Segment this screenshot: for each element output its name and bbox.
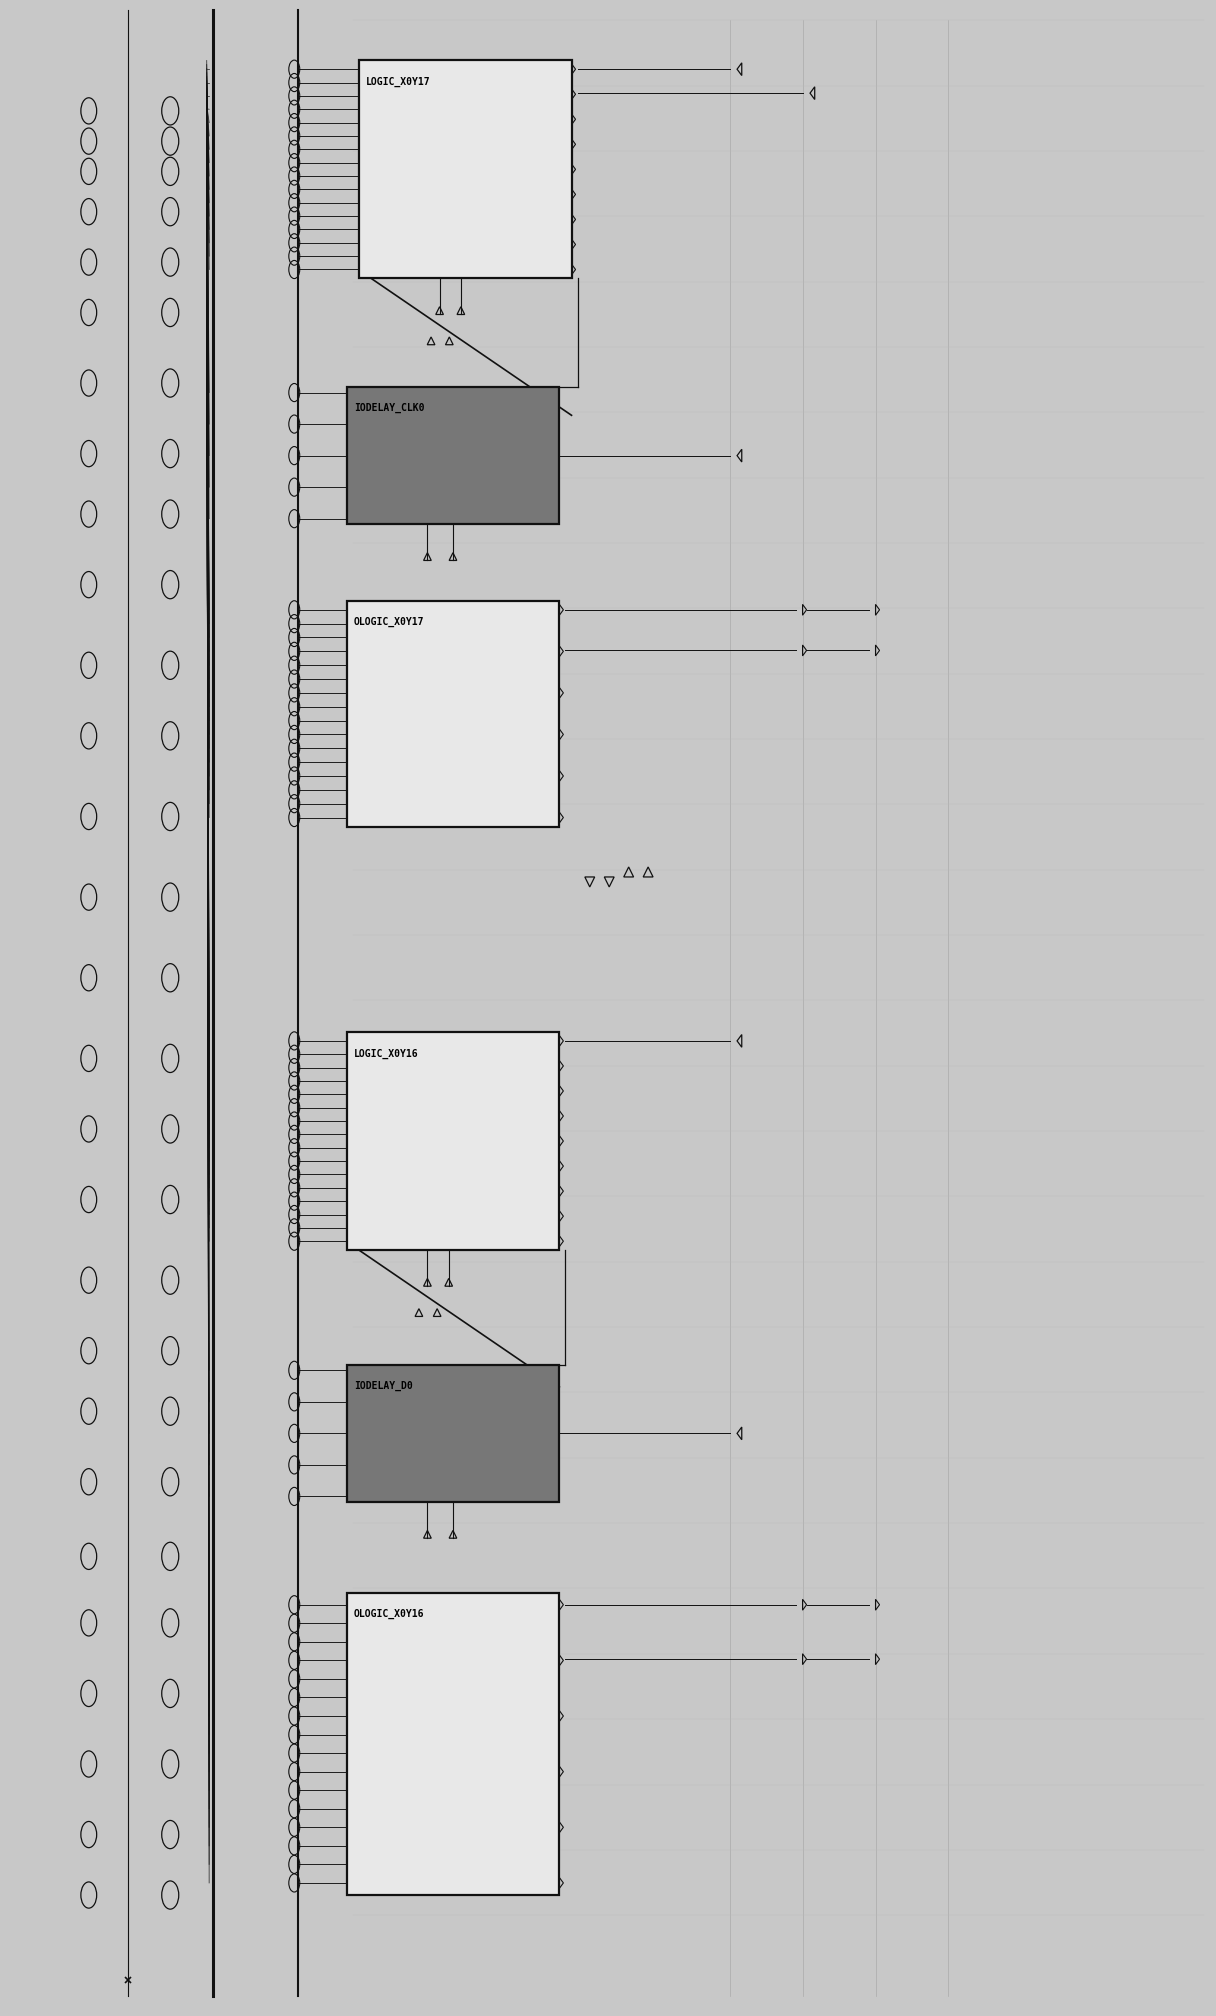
Text: IODELAY_CLK0: IODELAY_CLK0 — [354, 403, 424, 413]
Text: IODELAY_D0: IODELAY_D0 — [354, 1381, 412, 1391]
Text: LOGIC_X0Y17: LOGIC_X0Y17 — [366, 77, 430, 87]
Text: LOGIC_X0Y16: LOGIC_X0Y16 — [354, 1048, 418, 1058]
Text: OLOGIC_X0Y16: OLOGIC_X0Y16 — [354, 1609, 424, 1619]
Bar — [347, 601, 559, 827]
Text: OLOGIC_X0Y17: OLOGIC_X0Y17 — [354, 617, 424, 627]
Bar — [347, 1365, 559, 1502]
Bar — [347, 1593, 559, 1895]
Bar — [347, 1032, 559, 1250]
Bar — [359, 60, 572, 278]
Bar — [347, 387, 559, 524]
